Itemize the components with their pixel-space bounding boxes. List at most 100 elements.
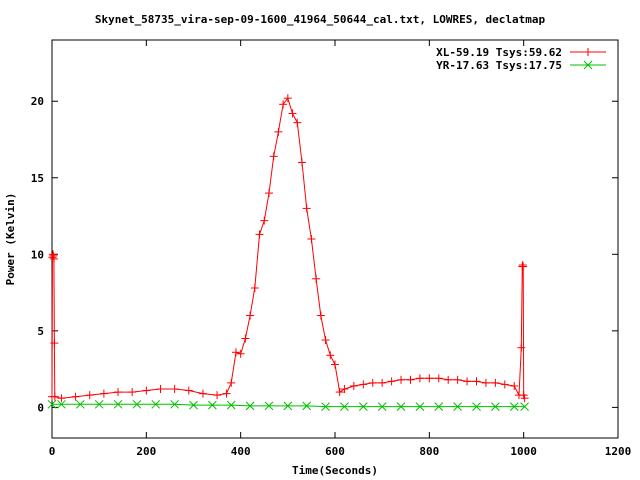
data-point (491, 402, 500, 411)
data-point (213, 391, 222, 400)
data-point (326, 351, 335, 360)
data-point (302, 204, 311, 213)
data-point (283, 94, 292, 103)
data-point (151, 399, 161, 409)
x-axis: 0 200 400 600 800 1000 1200 (49, 40, 632, 458)
data-point (406, 375, 415, 384)
data-point (312, 274, 321, 283)
data-point (132, 399, 142, 409)
data-point (113, 399, 123, 409)
x-tick-label: 400 (231, 445, 251, 458)
data-point (335, 388, 344, 397)
data-point (340, 402, 349, 411)
data-point (321, 336, 330, 345)
data-point (255, 230, 264, 239)
data-point (396, 402, 406, 411)
data-point (47, 399, 57, 409)
data-point (321, 402, 330, 411)
data-point (142, 386, 151, 395)
data-point (128, 388, 137, 397)
data-point (397, 375, 406, 384)
legend-marker (584, 48, 592, 56)
data-point (94, 399, 104, 409)
data-point (227, 378, 236, 387)
data-point (198, 389, 207, 398)
data-point (222, 389, 231, 398)
data-point (226, 400, 236, 410)
y-tick-label: 5 (37, 325, 44, 338)
data-point (453, 375, 462, 384)
data-point (264, 189, 273, 198)
data-point (377, 402, 387, 411)
data-point (293, 118, 302, 127)
data-point (50, 392, 59, 401)
data-point (260, 216, 269, 225)
series-1-line (51, 97, 526, 399)
x-tick-label: 0 (49, 445, 56, 458)
data-point (241, 334, 250, 343)
x-axis-label: Time(Seconds) (292, 464, 378, 477)
x-tick-label: 800 (419, 445, 439, 458)
data-point (114, 388, 123, 397)
data-point (99, 389, 108, 398)
data-point (378, 378, 387, 387)
y-axis: 0 5 10 15 20 (31, 95, 618, 414)
data-point (453, 402, 462, 411)
data-point (415, 402, 425, 411)
data-point (184, 386, 193, 395)
data-point (283, 401, 293, 411)
x-tick-label: 600 (325, 445, 345, 458)
data-point (359, 380, 368, 389)
data-point (509, 402, 519, 411)
data-point (57, 394, 66, 403)
data-point (85, 391, 94, 400)
data-point (481, 378, 490, 387)
data-point (349, 381, 358, 390)
data-point (472, 402, 481, 411)
data-point (415, 374, 424, 383)
data-point (208, 400, 217, 410)
data-point (491, 378, 500, 387)
data-point (358, 402, 368, 411)
data-point (269, 152, 278, 161)
y-axis-label: Power (Kelvin) (4, 193, 17, 286)
data-point (307, 235, 316, 243)
data-point (189, 400, 198, 410)
data-point (57, 399, 66, 409)
data-point (434, 374, 443, 383)
data-point (170, 399, 179, 409)
data-point (245, 401, 255, 411)
data-point (316, 311, 325, 320)
data-point (368, 378, 377, 387)
series-2 (47, 399, 529, 411)
data-point (302, 401, 312, 411)
data-point (387, 377, 396, 386)
data-point (71, 392, 80, 401)
data-point (279, 100, 288, 109)
data-point (246, 311, 255, 320)
data-point (472, 377, 481, 386)
data-point (425, 374, 434, 383)
data-point (331, 360, 339, 369)
data-point (288, 109, 297, 118)
data-point (520, 394, 529, 403)
data-point (231, 348, 240, 357)
x-tick-label: 200 (136, 445, 156, 458)
data-point (50, 339, 59, 348)
data-point (156, 385, 165, 394)
data-point (49, 254, 58, 263)
y-tick-label: 20 (31, 95, 44, 108)
data-point (520, 402, 529, 411)
data-point (236, 349, 245, 358)
data-point (519, 262, 528, 271)
legend-label: YR-17.63 Tsys:17.75 (436, 59, 562, 72)
legend-marker (583, 60, 593, 70)
series-layer (47, 94, 529, 411)
data-point (340, 385, 349, 394)
data-point (500, 380, 509, 389)
data-point (510, 381, 519, 390)
data-point (250, 283, 259, 292)
x-tick-label: 1200 (605, 445, 632, 458)
